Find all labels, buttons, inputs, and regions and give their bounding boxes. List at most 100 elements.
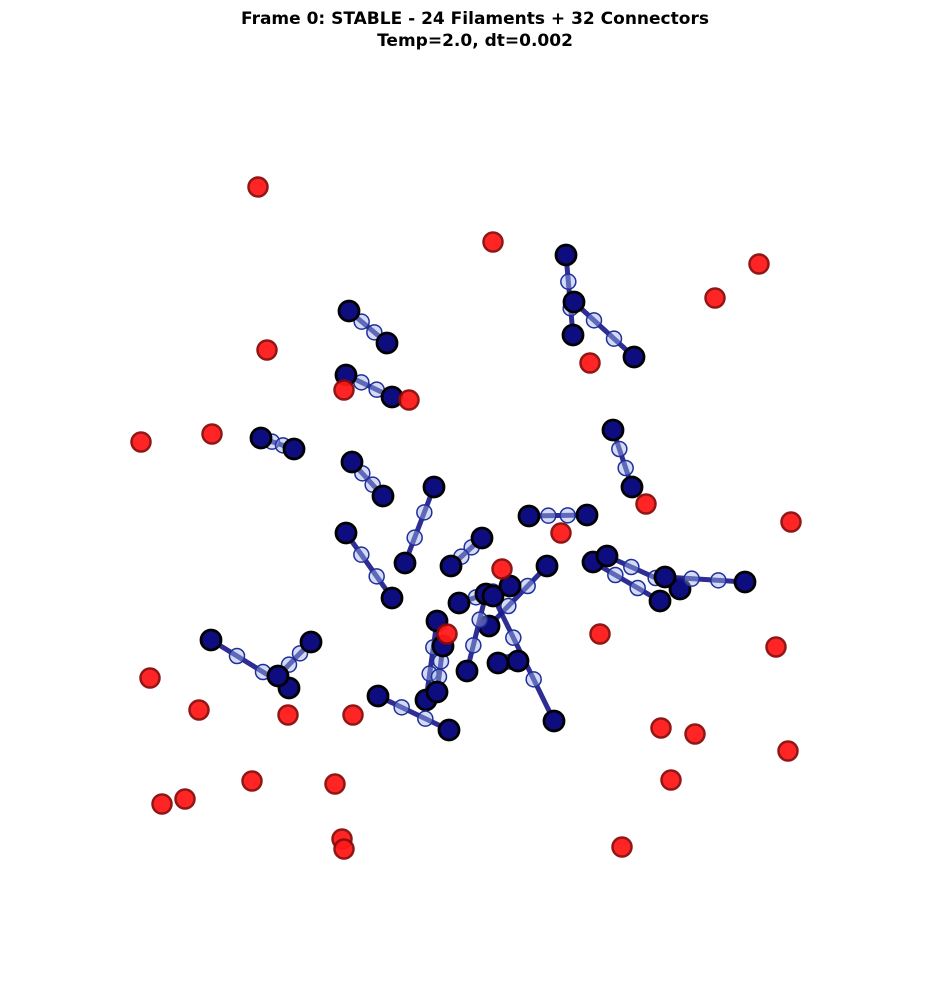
connector-14 [436,623,458,645]
filament-end-bead [455,659,479,683]
connector-2 [748,253,770,275]
filament-segment [486,563,550,629]
filament-inner-bead [471,611,488,628]
filament-segment [662,574,748,585]
connector-9 [201,423,223,445]
filament-21 [366,684,461,742]
filament-8 [517,503,599,528]
filament-end-bead [486,651,510,675]
filament-inner-bead [368,568,385,585]
connector-26 [660,769,682,791]
filament-inner-bead [629,579,646,597]
filament-segment [590,559,663,604]
filament-9 [334,521,404,610]
filament-segment [343,530,395,601]
filament-end-bead [601,418,625,442]
filament-end-bead [517,504,541,528]
connector-30 [333,838,355,860]
connector-11 [780,511,802,533]
filament-1 [562,290,646,369]
filament-inner-bead [559,507,576,524]
filament-end-bead [249,426,273,450]
filament-end-bead [437,718,461,742]
connector-17 [139,667,161,689]
filament-end-bead [648,589,672,613]
connector-16 [765,636,787,658]
filament-18 [486,649,530,675]
connector-6 [333,379,355,401]
connector-3 [704,287,726,309]
filament-end-bead [371,484,395,508]
filament-inner-bead [505,629,522,646]
filament-end-bead [393,551,417,575]
filament-end-bead [337,299,361,323]
filament-end-bead [622,345,646,369]
filament-end-bead [506,649,530,673]
filament-inner-bead [465,637,482,654]
filament-inner-bead [228,647,246,665]
filament-end-bead [481,584,505,608]
filament-end-bead [375,331,399,355]
filament-end-bead [334,521,358,545]
filament-end-bead [562,290,586,314]
filament-2 [337,299,399,355]
filament-end-bead [575,503,599,527]
connector-31 [611,836,633,858]
connector-22 [684,723,706,745]
filament-14 [477,554,559,638]
filament-inner-bead [560,273,577,290]
figure-title: Frame 0: STABLE - 24 Filaments + 32 Conn… [0,8,950,52]
connector-5 [579,352,601,374]
filament-end-bead [561,323,585,347]
filament-end-bead [733,570,757,594]
filament-segment [464,591,489,674]
filament-end-bead [620,475,644,499]
filament-inner-bead [500,597,517,615]
connector-19 [277,704,299,726]
connector-12 [550,522,572,544]
connector-20 [342,704,364,726]
filament-inner-bead [406,529,423,546]
filament-end-bead [425,680,449,704]
filament-inner-bead [611,440,628,458]
filament-end-bead [470,526,494,550]
filament-inner-bead [353,546,370,563]
filament-inner-bead [540,507,557,524]
filament-inner-bead [710,572,727,589]
filament-end-bead [554,243,578,267]
filament-inner-bead [585,312,603,329]
filament-10 [439,526,494,578]
filament-0 [554,243,585,347]
filament-inner-bead [417,710,434,727]
filament-inner-bead [519,577,536,595]
filament-inner-bead [393,699,410,716]
connector-24 [241,770,263,792]
filament-layer [199,243,757,742]
filament-end-bead [535,554,559,578]
filament-end-bead [366,684,390,708]
filament-end-bead [422,475,446,499]
filament-5 [601,418,644,499]
connector-8 [130,431,152,453]
filament-end-bead [380,586,404,610]
filament-segment [571,299,637,360]
filament-end-bead [542,709,566,733]
connector-13 [491,558,513,580]
filament-6 [340,450,395,508]
connector-18 [188,699,210,721]
filament-end-bead [282,437,306,461]
connector-15 [589,623,611,645]
connector-1 [482,231,504,253]
filament-inner-bead [416,504,433,521]
filament-23 [266,630,323,688]
filament-inner-bead [683,570,700,587]
connector-10 [635,493,657,515]
connector-28 [174,788,196,810]
filament-inner-bead [607,566,624,584]
filament-end-bead [447,591,471,615]
filament-end-bead [266,664,290,688]
filament-end-bead [299,630,323,654]
filament-7 [393,475,446,575]
filament-13 [653,565,757,594]
